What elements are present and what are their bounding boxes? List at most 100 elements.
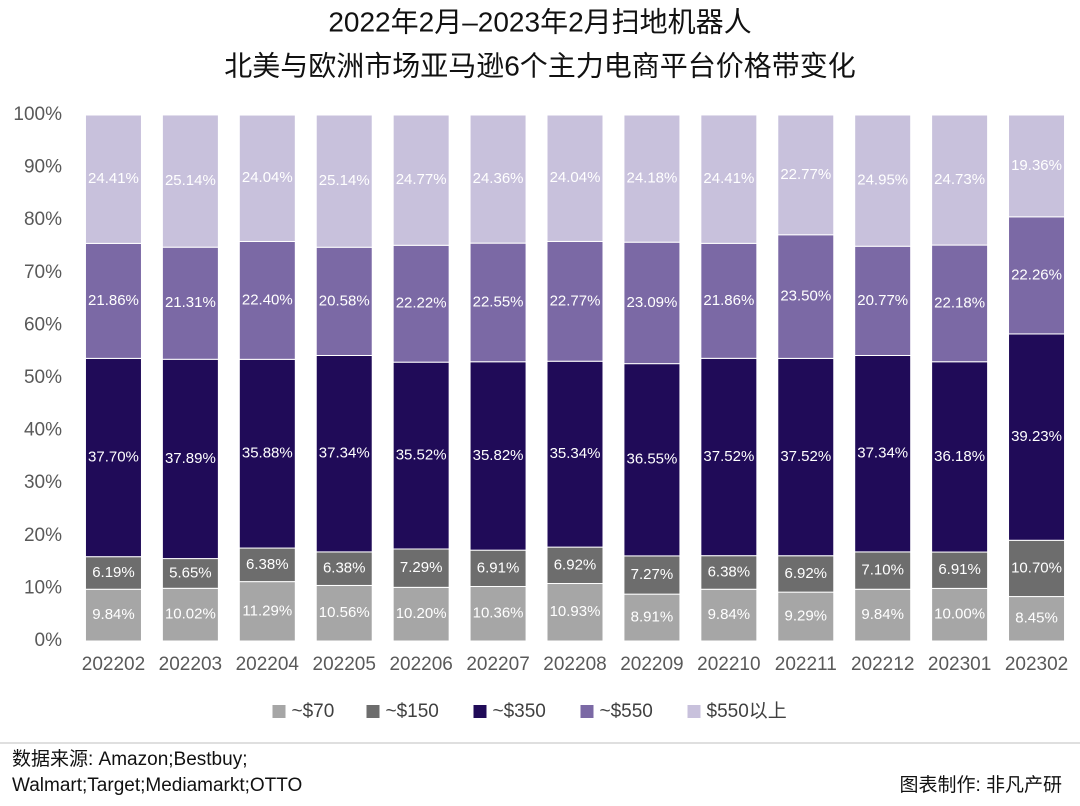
value-label: 35.82% xyxy=(473,447,524,464)
value-label: 8.91% xyxy=(631,609,674,626)
value-label: 35.88% xyxy=(242,445,293,462)
y-tick-label: 40% xyxy=(24,420,62,441)
y-tick-label: 0% xyxy=(35,630,63,651)
bar-segment xyxy=(392,114,450,246)
bar-segment xyxy=(777,591,835,642)
value-label: 10.02% xyxy=(165,606,216,623)
bar-segment xyxy=(84,114,142,244)
bar-segment xyxy=(854,588,912,642)
x-tick-label: 202301 xyxy=(928,654,991,675)
bar-segment xyxy=(777,357,835,557)
value-label: 10.93% xyxy=(550,603,601,620)
bar-segment xyxy=(623,363,681,557)
value-label: 37.52% xyxy=(703,448,754,465)
bar-segment xyxy=(161,246,219,360)
bar-segment xyxy=(546,546,604,585)
bar-segment xyxy=(238,114,296,243)
x-tick-label: 202208 xyxy=(543,654,606,675)
value-label: 20.58% xyxy=(319,292,370,309)
bar-segment xyxy=(623,114,681,243)
value-label: 21.31% xyxy=(165,294,216,311)
bar-segment xyxy=(315,551,373,586)
value-label: 24.18% xyxy=(626,170,677,187)
legend-swatch xyxy=(580,705,594,718)
chart-title: 2022年2月–2023年2月扫地机器人 xyxy=(328,6,751,37)
value-label: 35.34% xyxy=(550,445,601,462)
credit: 图表制作: 非凡产研 xyxy=(899,774,1062,796)
chart-subtitle: 北美与欧洲市场亚马逊6个主力电商平台价格带变化 xyxy=(224,50,856,81)
x-tick-label: 202210 xyxy=(697,654,760,675)
bar-segment xyxy=(84,556,142,590)
bar-segment xyxy=(777,555,835,593)
value-label: 24.36% xyxy=(473,170,524,187)
value-label: 25.14% xyxy=(165,172,216,189)
value-label: 6.91% xyxy=(938,561,981,578)
x-tick-label: 202205 xyxy=(313,654,376,675)
legend-swatch xyxy=(473,705,487,718)
legend-swatch xyxy=(272,705,286,718)
bar-segment xyxy=(161,358,219,560)
value-label: 10.56% xyxy=(319,604,370,621)
source-line: Walmart;Target;Mediamarkt;OTTO xyxy=(12,775,302,796)
bar-segment xyxy=(700,242,758,359)
bar-segment xyxy=(392,548,450,588)
bar-segment xyxy=(469,586,527,642)
bar-segment xyxy=(700,588,758,642)
bar-segment xyxy=(469,361,527,551)
y-tick-label: 10% xyxy=(24,577,62,598)
value-label: 21.86% xyxy=(88,292,139,309)
value-label: 22.77% xyxy=(550,292,601,309)
value-label: 10.20% xyxy=(396,605,447,622)
y-tick-label: 60% xyxy=(24,314,62,335)
value-label: 23.09% xyxy=(626,294,677,311)
bar-segment xyxy=(700,555,758,590)
value-label: 37.70% xyxy=(88,448,139,465)
value-label: 22.77% xyxy=(780,166,831,183)
legend-label: ~$350 xyxy=(493,701,546,722)
y-tick-label: 100% xyxy=(13,104,62,125)
x-tick-label: 202211 xyxy=(775,654,837,675)
x-tick-label: 202209 xyxy=(620,654,683,675)
value-label: 6.92% xyxy=(554,556,597,573)
value-label: 19.36% xyxy=(1011,157,1062,174)
value-label: 24.04% xyxy=(550,169,601,186)
bar-segment xyxy=(469,549,527,588)
value-label: 10.70% xyxy=(1011,559,1062,576)
bar-segment xyxy=(84,588,142,642)
bar-segment xyxy=(238,547,296,583)
value-label: 37.34% xyxy=(857,445,908,462)
value-label: 10.00% xyxy=(934,606,985,623)
y-tick-label: 90% xyxy=(24,157,62,178)
x-tick-label: 202202 xyxy=(82,654,145,675)
value-label: 6.91% xyxy=(477,559,520,576)
y-tick-label: 20% xyxy=(24,525,62,546)
bar-segment xyxy=(161,587,219,642)
value-label: 6.92% xyxy=(784,565,827,582)
value-label: 24.41% xyxy=(703,170,754,187)
value-label: 9.84% xyxy=(708,606,751,623)
value-label: 23.50% xyxy=(780,288,831,305)
legend-swatch xyxy=(366,705,380,718)
x-tick-label: 202204 xyxy=(236,654,300,675)
x-tick-label: 202212 xyxy=(851,654,914,675)
bar-segment xyxy=(1008,216,1066,335)
bar-segment xyxy=(161,558,219,589)
value-label: 24.04% xyxy=(242,169,293,186)
value-label: 10.36% xyxy=(473,605,524,622)
value-label: 22.55% xyxy=(473,293,524,310)
value-label: 22.18% xyxy=(934,294,985,311)
value-label: 24.73% xyxy=(934,171,985,188)
y-tick-label: 80% xyxy=(24,209,62,230)
value-label: 7.27% xyxy=(631,566,674,583)
bar-segment xyxy=(700,357,758,557)
bar-segment xyxy=(238,581,296,642)
bar-segment xyxy=(1008,114,1066,218)
bar-segment xyxy=(84,242,142,359)
value-label: 20.77% xyxy=(857,292,908,309)
y-tick-label: 70% xyxy=(24,262,62,283)
bar-segment xyxy=(546,583,604,642)
value-label: 24.77% xyxy=(396,171,447,188)
bar-segment xyxy=(931,587,989,642)
bar-segment xyxy=(392,586,450,642)
